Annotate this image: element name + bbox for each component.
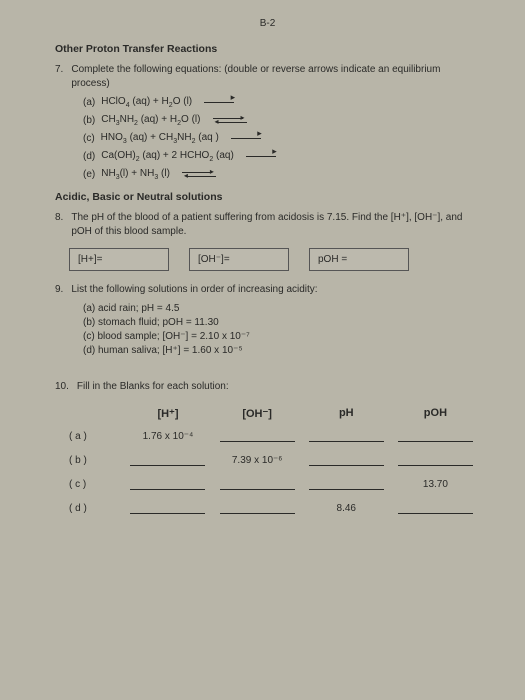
q9-item-a: (a) acid rain; pH = 4.5: [83, 303, 480, 314]
q9-num: 9.: [55, 283, 63, 297]
q10-table: [H⁺] [OH⁻] pH pOH ( a ) 1.76 x 10⁻⁴ ( b …: [69, 407, 480, 514]
row-label-a: ( a ): [69, 431, 123, 442]
cell-value: 1.76 x 10⁻⁴: [127, 431, 208, 442]
blank-field[interactable]: [130, 454, 205, 466]
page-number: B-2: [55, 18, 480, 29]
arrow-icon: ▸: [204, 97, 234, 108]
q7e-label: (e): [83, 169, 95, 180]
table-row: ( d ) 8.46: [69, 502, 480, 514]
q7c-label: (c): [83, 133, 95, 144]
q7-item-d: (d) Ca(OH)2 (aq) + 2 HCHO2 (aq) ▸: [83, 150, 480, 163]
blank-field[interactable]: [220, 430, 295, 442]
answer-box-h[interactable]: [H+]=: [69, 248, 169, 271]
blank-field[interactable]: [309, 454, 384, 466]
answer-box-poh[interactable]: pOH =: [309, 248, 409, 271]
arrow-icon: ▸: [231, 133, 261, 144]
q7d-label: (d): [83, 151, 95, 162]
q7d-eq: Ca(OH)2 (aq) + 2 HCHO2 (aq): [101, 150, 234, 163]
row-label-c: ( c ): [69, 479, 123, 490]
row-label-b: ( b ): [69, 455, 123, 466]
col-header-ph: pH: [302, 407, 391, 420]
q8-answer-boxes: [H+]= [OH⁻]= pOH =: [69, 248, 480, 271]
blank-field[interactable]: [130, 478, 205, 490]
blank-field[interactable]: [398, 430, 473, 442]
q7-item-c: (c) HNO3 (aq) + CH3NH2 (aq ) ▸: [83, 132, 480, 145]
q7c-eq: HNO3 (aq) + CH3NH2 (aq ): [101, 132, 219, 145]
blank-field[interactable]: [398, 454, 473, 466]
equilibrium-arrow-icon: ▸◂: [182, 170, 216, 180]
q7-text: Complete the following equations: (doubl…: [71, 63, 480, 90]
section2-title: Acidic, Basic or Neutral solutions: [55, 191, 480, 203]
section1-title: Other Proton Transfer Reactions: [55, 43, 480, 55]
q9-text: List the following solutions in order of…: [71, 283, 480, 297]
table-row: ( a ) 1.76 x 10⁻⁴: [69, 430, 480, 442]
col-header-poh: pOH: [391, 407, 480, 420]
table-row: ( b ) 7.39 x 10⁻⁶: [69, 454, 480, 466]
equilibrium-arrow-icon: ▸◂: [213, 116, 247, 126]
q10-text: Fill in the Blanks for each solution:: [77, 380, 480, 394]
blank-field[interactable]: [220, 478, 295, 490]
blank-field[interactable]: [309, 478, 384, 490]
q7a-eq: HClO4 (aq) + H2O (l): [101, 96, 192, 109]
blank-field[interactable]: [309, 430, 384, 442]
answer-box-oh[interactable]: [OH⁻]=: [189, 248, 289, 271]
question-8: 8. The pH of the blood of a patient suff…: [55, 211, 480, 271]
q7-num: 7.: [55, 63, 63, 90]
q7e-eq: NH3(l) + NH3 (l): [101, 168, 170, 181]
q9-item-d: (d) human saliva; [H⁺] = 1.60 x 10⁻⁵: [83, 345, 480, 356]
question-7: 7. Complete the following equations: (do…: [55, 63, 480, 181]
q9-item-c: (c) blood sample; [OH⁻] = 2.10 x 10⁻⁷: [83, 331, 480, 342]
q7b-label: (b): [83, 115, 95, 126]
blank-field[interactable]: [130, 502, 205, 514]
cell-value: 8.46: [306, 503, 387, 514]
question-9: 9. List the following solutions in order…: [55, 283, 480, 356]
row-label-d: ( d ): [69, 503, 123, 514]
q7a-label: (a): [83, 97, 95, 108]
q8-num: 8.: [55, 211, 63, 238]
blank-field[interactable]: [398, 502, 473, 514]
q8-text: The pH of the blood of a patient sufferi…: [71, 211, 480, 238]
blank-field[interactable]: [220, 502, 295, 514]
col-header-h: [H⁺]: [123, 407, 212, 420]
table-row: ( c ) 13.70: [69, 478, 480, 490]
q7-item-a: (a) HClO4 (aq) + H2O (l) ▸: [83, 96, 480, 109]
q10-num: 10.: [55, 380, 69, 394]
cell-value: 7.39 x 10⁻⁶: [217, 455, 298, 466]
col-header-oh: [OH⁻]: [213, 407, 302, 420]
q7-item-b: (b) CH3NH2 (aq) + H2O (l) ▸◂: [83, 114, 480, 127]
arrow-icon: ▸: [246, 151, 276, 162]
q9-item-b: (b) stomach fluid; pOH = 11.30: [83, 317, 480, 328]
cell-value: 13.70: [395, 479, 476, 490]
q7b-eq: CH3NH2 (aq) + H2O (l): [101, 114, 200, 127]
question-10: 10. Fill in the Blanks for each solution…: [55, 380, 480, 515]
q7-item-e: (e) NH3(l) + NH3 (l) ▸◂: [83, 168, 480, 181]
